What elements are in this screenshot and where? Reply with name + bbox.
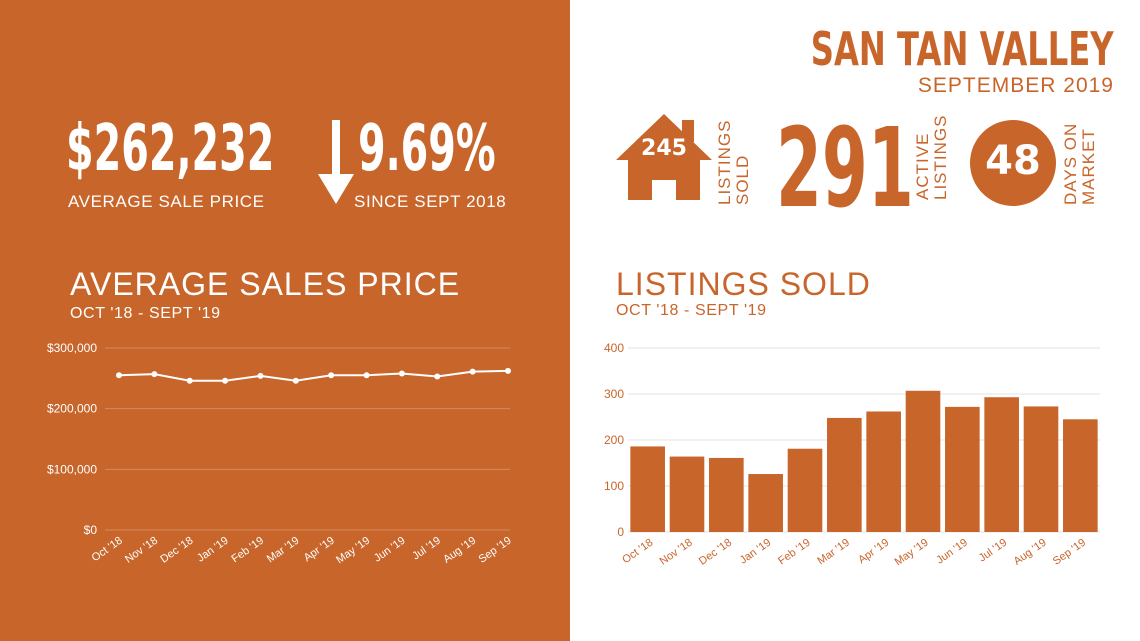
listings-sold-label-2: SOLD (733, 154, 752, 205)
x-tick-label: May '19 (334, 535, 372, 567)
average-price-label: AVERAGE SALE PRICE (68, 192, 265, 211)
y-tick-label: 100 (604, 479, 624, 493)
days-on-market-label-2: MARKET (1079, 128, 1098, 205)
city-title: SAN TAN VALLEY (811, 22, 1114, 76)
listings-bar (748, 474, 783, 532)
active-listings-label-1: ACTIVE (913, 132, 932, 200)
x-tick-label: Mar '19 (815, 537, 852, 568)
average-price-value: $262,232 (66, 112, 275, 186)
x-tick-label: Jan '19 (195, 535, 231, 565)
listings-bar (945, 406, 980, 532)
price-data-point (257, 372, 264, 379)
change-value-wrap: 9.69% (358, 112, 580, 186)
listings-sold-value: 245 (641, 136, 687, 161)
down-arrow-icon (318, 120, 354, 204)
price-series-line (118, 369, 509, 382)
listings-sold-label-1: LISTINGS (715, 119, 734, 205)
x-tick-label: Apr '19 (302, 535, 337, 565)
price-data-point (222, 377, 229, 384)
days-on-market-label-1: DAYS ON (1061, 122, 1080, 205)
y-tick-label: 400 (604, 341, 624, 355)
price-data-point (363, 372, 370, 379)
x-tick-label: Jul '19 (977, 537, 1010, 565)
listings-sold-value-wrap: 245 (634, 136, 694, 161)
active-listings-label-2: LISTINGS (931, 114, 950, 200)
x-tick-label: Apr '19 (856, 537, 891, 567)
price-data-point (469, 368, 476, 375)
days-on-market-circle (970, 120, 1056, 206)
y-tick-label: 0 (617, 525, 624, 539)
left-panel: $262,232 AVERAGE SALE PRICE 9.69% SINCE … (0, 0, 570, 641)
y-tick-label: $200,000 (47, 402, 97, 416)
x-tick-label: Dec '18 (697, 537, 734, 568)
x-tick-label: Aug '19 (441, 535, 478, 566)
x-tick-label: Feb '19 (776, 537, 813, 568)
listings-bar (905, 390, 941, 532)
days-on-market-value: 48 (985, 138, 1041, 184)
price-data-point (186, 377, 193, 384)
x-tick-label: Feb '19 (230, 535, 267, 566)
x-tick-label: Jun '19 (934, 537, 970, 567)
listings-bar (827, 417, 862, 532)
listings-bar (630, 446, 665, 532)
city-title-wrap: SAN TAN VALLEY (681, 22, 1114, 76)
price-data-point (434, 373, 441, 380)
x-tick-label: May '19 (893, 537, 931, 569)
days-on-market-value-wrap: 48 (970, 138, 1056, 184)
price-data-point (151, 371, 158, 378)
listings-chart-title: LISTINGS SOLD (616, 266, 871, 302)
listings-bar (1023, 406, 1059, 532)
x-tick-label: Nov '18 (658, 537, 695, 568)
x-tick-label: Oct '18 (90, 535, 125, 565)
price-chart-title: AVERAGE SALES PRICE (70, 266, 461, 302)
x-tick-label: Sep '19 (1051, 537, 1088, 568)
y-tick-label: $0 (84, 523, 98, 537)
listings-bar (866, 411, 901, 532)
change-value: 9.69% (358, 112, 496, 186)
change-label: SINCE SEPT 2018 (354, 192, 507, 211)
period-label: SEPTEMBER 2019 (917, 74, 1114, 97)
listings-bar (1063, 419, 1098, 532)
active-listings-value: 291 (776, 104, 914, 232)
price-data-point (292, 377, 299, 384)
right-panel: SAN TAN VALLEY SEPTEMBER 2019 245 LISTIN… (570, 0, 1140, 641)
y-tick-label: 200 (604, 433, 624, 447)
price-data-point (116, 372, 122, 379)
price-chart-subtitle: OCT '18 - SEPT '19 (70, 305, 221, 322)
y-tick-label: $100,000 (47, 462, 97, 476)
y-tick-label: 300 (604, 387, 624, 401)
y-tick-label: $300,000 (47, 341, 97, 355)
listings-chart-subtitle: OCT '18 - SEPT '19 (616, 302, 767, 319)
listings-bar-chart: 0 100 200 300 400 Oct '18 Nov '18 Dec '18 Jan '1… (604, 341, 1100, 569)
x-tick-label: Jul '19 (410, 535, 443, 563)
active-listings-value-wrap: 291 (776, 104, 1006, 232)
x-tick-label: Oct '18 (620, 537, 655, 567)
listings-bar (709, 457, 744, 532)
listings-bar (787, 448, 823, 532)
x-tick-label: Sep '19 (477, 535, 514, 566)
x-tick-label: Jun '19 (372, 535, 408, 565)
average-price-value-wrap: $262,232 (66, 112, 402, 186)
listings-bar (669, 456, 705, 532)
price-data-point (328, 372, 335, 379)
price-data-point (505, 367, 511, 374)
x-tick-label: Dec '18 (158, 535, 195, 566)
x-tick-label: Aug '19 (1012, 537, 1049, 568)
x-tick-label: Mar '19 (265, 535, 302, 566)
house-icon (616, 114, 712, 200)
listings-bar (984, 397, 1019, 532)
x-tick-label: Jan '19 (738, 537, 774, 567)
x-tick-label: Nov '18 (123, 535, 160, 566)
price-data-point (398, 370, 405, 377)
